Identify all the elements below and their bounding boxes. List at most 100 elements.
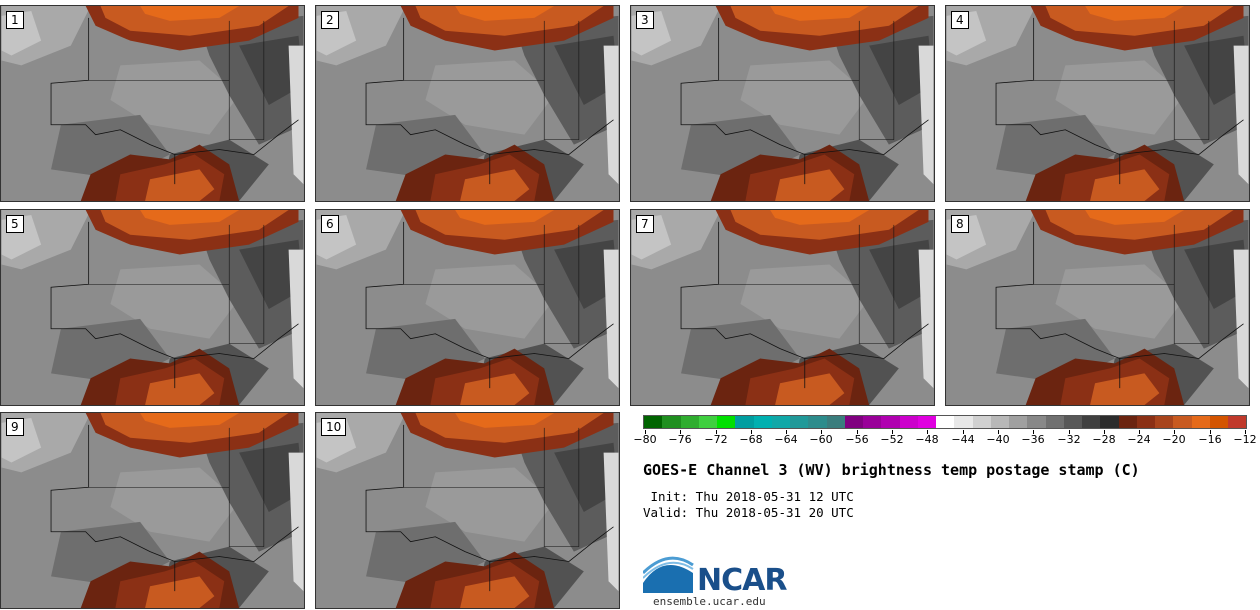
colorbar-swatch [790, 416, 809, 428]
water-vapor-map [631, 210, 934, 405]
colorbar-tick-label: −24 [1127, 433, 1151, 446]
colorbar-swatch [1045, 416, 1064, 428]
colorbar-tick [1245, 430, 1246, 434]
colorbar [643, 415, 1247, 429]
colorbar-tick-label: −16 [1198, 433, 1222, 446]
colorbar-swatch [698, 416, 717, 428]
member-panel-1: 1 [0, 5, 305, 202]
ncar-logo-icon [643, 556, 694, 593]
colorbar-tick [1210, 430, 1211, 434]
colorbar-swatch [954, 416, 973, 428]
colorbar-tick-label: −44 [951, 433, 975, 446]
colorbar-tick [927, 430, 928, 434]
colorbar-swatch [662, 416, 681, 428]
member-panel-10: 10 [315, 412, 620, 609]
member-label: 4 [951, 11, 969, 29]
colorbar-tick [1174, 430, 1175, 434]
colorbar-swatch [1191, 416, 1210, 428]
colorbar-swatch [644, 416, 663, 428]
colorbar-swatch [1118, 416, 1137, 428]
colorbar-swatch [917, 416, 936, 428]
colorbar-swatch [735, 416, 754, 428]
ncar-logo-text: NCAR [697, 563, 787, 598]
colorbar-tick [998, 430, 999, 434]
colorbar-tick [1104, 430, 1105, 434]
colorbar-swatch [1173, 416, 1192, 428]
colorbar-tick-label: −28 [1092, 433, 1116, 446]
member-label: 9 [6, 418, 24, 436]
colorbar-ticks: −80 −76 −72 −68 −64 −60 −56 −52 −48 −44 −40 −36 −32−… [633, 430, 1257, 446]
colorbar-tick-label: −48 [915, 433, 939, 446]
member-label: 1 [6, 11, 24, 29]
colorbar-tick [857, 430, 858, 434]
colorbar-swatch [1082, 416, 1101, 428]
colorbar-tick-label: −52 [880, 433, 904, 446]
colorbar-tick [786, 430, 787, 434]
member-panel-7: 7 [630, 209, 935, 406]
member-panel-6: 6 [315, 209, 620, 406]
member-label: 7 [636, 215, 654, 233]
colorbar-swatch [771, 416, 790, 428]
colorbar-tick-label: −12 [1233, 433, 1257, 446]
colorbar-swatch [1100, 416, 1119, 428]
colorbar-tick [892, 430, 893, 434]
colorbar-tick-label: −36 [1021, 433, 1045, 446]
water-vapor-map [946, 210, 1249, 405]
colorbar-tick-label: −80 [633, 433, 657, 446]
colorbar-swatch [990, 416, 1009, 428]
member-panel-4: 4 [945, 5, 1250, 202]
water-vapor-map [316, 413, 619, 608]
colorbar-swatch [826, 416, 845, 428]
colorbar-swatch [1209, 416, 1228, 428]
colorbar-swatch [1009, 416, 1028, 428]
colorbar-tick [645, 430, 646, 434]
colorbar-swatch [1063, 416, 1082, 428]
colorbar-swatch [972, 416, 991, 428]
colorbar-tick-label: −60 [809, 433, 833, 446]
colorbar-tick [680, 430, 681, 434]
colorbar-swatch [1027, 416, 1046, 428]
colorbar-tick [751, 430, 752, 434]
colorbar-swatch [1228, 416, 1247, 428]
colorbar-tick-label: −76 [668, 433, 692, 446]
colorbar-tick-label: −64 [774, 433, 798, 446]
water-vapor-map [631, 6, 934, 201]
colorbar-tick-label: −40 [986, 433, 1010, 446]
member-label: 3 [636, 11, 654, 29]
colorbar-swatch [808, 416, 827, 428]
colorbar-tick [716, 430, 717, 434]
colorbar-tick [963, 430, 964, 434]
water-vapor-map [1, 210, 304, 405]
member-panel-8: 8 [945, 209, 1250, 406]
water-vapor-map [1, 413, 304, 608]
water-vapor-map [1, 6, 304, 201]
colorbar-swatch [1155, 416, 1174, 428]
water-vapor-map [316, 6, 619, 201]
colorbar-swatch [936, 416, 955, 428]
colorbar-tick [821, 430, 822, 434]
water-vapor-map [946, 6, 1249, 201]
member-panel-2: 2 [315, 5, 620, 202]
colorbar-swatch [844, 416, 863, 428]
colorbar-swatch [1136, 416, 1155, 428]
member-label: 10 [321, 418, 347, 436]
colorbar-swatch [899, 416, 918, 428]
site-url: ensemble.ucar.edu [653, 595, 766, 608]
colorbar-swatch [881, 416, 900, 428]
colorbar-tick-label: −32 [1057, 433, 1081, 446]
colorbar-tick [1069, 430, 1070, 434]
member-panel-5: 5 [0, 209, 305, 406]
member-label: 5 [6, 215, 24, 233]
colorbar-tick [1033, 430, 1034, 434]
colorbar-tick-label: −56 [845, 433, 869, 446]
colorbar-tick-label: −20 [1162, 433, 1186, 446]
member-label: 6 [321, 215, 339, 233]
water-vapor-map [316, 210, 619, 405]
member-panel-3: 3 [630, 5, 935, 202]
valid-time: Valid: Thu 2018-05-31 20 UTC [643, 505, 854, 520]
colorbar-tick [1139, 430, 1140, 434]
colorbar-swatch [717, 416, 736, 428]
colorbar-swatch [753, 416, 772, 428]
colorbar-tick-label: −72 [704, 433, 728, 446]
member-label: 2 [321, 11, 339, 29]
